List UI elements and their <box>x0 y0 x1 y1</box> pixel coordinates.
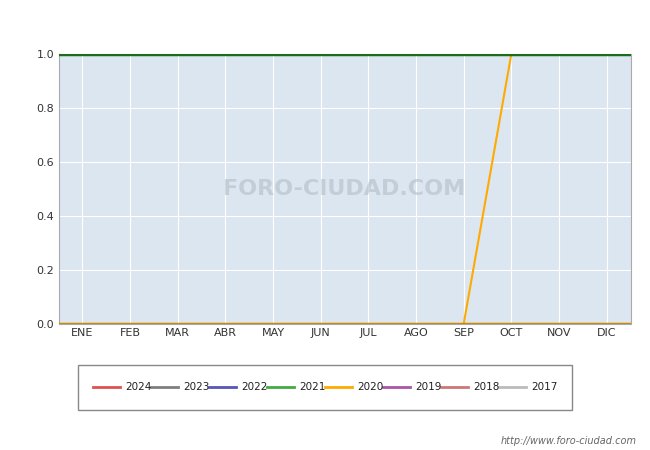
Text: 2022: 2022 <box>241 382 267 392</box>
Text: Afiliados en Ibrillos a 30/11/2024: Afiliados en Ibrillos a 30/11/2024 <box>177 14 473 32</box>
Text: 2017: 2017 <box>531 382 558 392</box>
Text: 2021: 2021 <box>299 382 326 392</box>
Text: http://www.foro-ciudad.com: http://www.foro-ciudad.com <box>501 436 637 446</box>
Text: 2018: 2018 <box>473 382 500 392</box>
FancyBboxPatch shape <box>78 364 572 410</box>
Text: FORO-CIUDAD.COM: FORO-CIUDAD.COM <box>224 179 465 199</box>
Text: 2020: 2020 <box>357 382 384 392</box>
Text: 2019: 2019 <box>415 382 441 392</box>
Text: 2023: 2023 <box>183 382 209 392</box>
Text: 2024: 2024 <box>125 382 151 392</box>
